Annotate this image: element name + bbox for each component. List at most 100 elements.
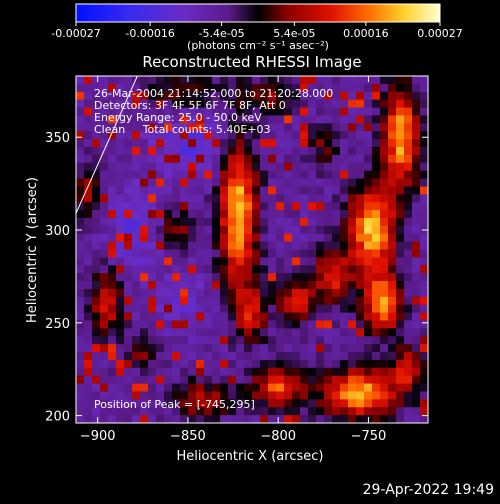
- heatmap-cell: [220, 407, 229, 416]
- heatmap-cell: [420, 146, 428, 156]
- heatmap-cell: [116, 304, 125, 314]
- heatmap-cell: [284, 383, 293, 393]
- heatmap-cell: [404, 352, 413, 361]
- heatmap-cell: [260, 241, 269, 251]
- heatmap-cell: [100, 273, 109, 282]
- heatmap-cell: [332, 359, 341, 369]
- heatmap-cell: [92, 249, 101, 258]
- heatmap-cell: [244, 217, 253, 227]
- heatmap-cell: [292, 399, 301, 408]
- heatmap-cell: [292, 407, 301, 416]
- heatmap-cell: [356, 115, 365, 124]
- heatmap-cell: [132, 281, 141, 290]
- heatmap-cell: [180, 312, 189, 322]
- heatmap-cell: [324, 115, 333, 124]
- heatmap-cell: [188, 375, 197, 385]
- heatmap-cell: [396, 304, 405, 314]
- heatmap-cell: [260, 139, 269, 148]
- heatmap-cell: [140, 249, 149, 258]
- heatmap-cell: [108, 407, 117, 416]
- heatmap-cell: [92, 415, 101, 423]
- heatmap-cell: [420, 391, 428, 400]
- heatmap-cell: [268, 178, 277, 188]
- heatmap-cell: [420, 352, 428, 361]
- heatmap-cell: [156, 383, 165, 393]
- heatmap-cell: [284, 257, 293, 266]
- heatmap-cell: [220, 217, 229, 227]
- heatmap-cell: [124, 225, 133, 235]
- heatmap-cell: [156, 407, 165, 416]
- heatmap-cell: [308, 83, 317, 93]
- heatmap-cell: [356, 415, 365, 423]
- heatmap-cell: [124, 154, 133, 164]
- heatmap-cell: [220, 249, 229, 258]
- heatmap-cell: [84, 91, 93, 101]
- heatmap-cell: [308, 154, 317, 164]
- heatmap-cell: [108, 249, 117, 258]
- heatmap-cell: [212, 194, 221, 203]
- heatmap-cell: [76, 249, 85, 258]
- heatmap-cell: [396, 115, 405, 124]
- heatmap-cell: [364, 178, 373, 188]
- heatmap-cell: [284, 288, 293, 298]
- heatmap-cell: [308, 399, 317, 408]
- heatmap-cell: [300, 288, 309, 298]
- heatmap-cell: [172, 257, 181, 266]
- heatmap-cell: [324, 76, 333, 85]
- heatmap-cell: [92, 194, 101, 203]
- heatmap-cell: [260, 131, 269, 140]
- heatmap-cell: [244, 352, 253, 361]
- heatmap-cell: [356, 131, 365, 140]
- heatmap-cell: [316, 186, 325, 195]
- heatmap-cell: [100, 233, 109, 243]
- heatmap-cell: [316, 249, 325, 258]
- heatmap-cell: [348, 162, 357, 172]
- heatmap-cell: [300, 178, 309, 188]
- heatmap-cell: [204, 233, 213, 243]
- heatmap-cell: [116, 217, 125, 227]
- heatmap-cell: [276, 249, 285, 258]
- heatmap-cell: [188, 367, 197, 377]
- heatmap-cell: [140, 359, 149, 369]
- heatmap-cell: [164, 352, 173, 361]
- heatmap-cell: [76, 265, 85, 274]
- heatmap-cell: [76, 139, 85, 148]
- heatmap-cell: [356, 99, 365, 109]
- heatmap-cell: [292, 139, 301, 148]
- heatmap-cell: [268, 415, 277, 423]
- heatmap-cell: [156, 178, 165, 188]
- heatmap-cell: [276, 257, 285, 266]
- heatmap-cell: [340, 186, 349, 195]
- heatmap-cell: [356, 265, 365, 274]
- heatmap-cell: [84, 312, 93, 322]
- heatmap-cell: [380, 139, 389, 148]
- heatmap-cell: [404, 415, 413, 423]
- heatmap-cell: [340, 170, 349, 180]
- heatmap-cell: [148, 296, 157, 306]
- heatmap-cell: [332, 336, 341, 345]
- heatmap-cell: [84, 399, 93, 408]
- heatmap-cell: [332, 139, 341, 148]
- heatmap-cell: [188, 139, 197, 148]
- heatmap-cell: [164, 273, 173, 282]
- heatmap-cell: [356, 83, 365, 93]
- heatmap-cell: [236, 367, 245, 377]
- heatmap-cell: [420, 154, 428, 164]
- heatmap-cell: [364, 233, 373, 243]
- heatmap-cell: [292, 257, 301, 266]
- heatmap-cell: [308, 281, 317, 290]
- heatmap-cell: [412, 296, 421, 306]
- heatmap-cell: [172, 146, 181, 156]
- heatmap-cell: [196, 320, 205, 329]
- heatmap-cell: [380, 320, 389, 329]
- heatmap-cell: [100, 352, 109, 361]
- heatmap-cell: [292, 296, 301, 306]
- heatmap-cell: [420, 312, 428, 322]
- heatmap-cell: [340, 131, 349, 140]
- heatmap-cell: [252, 399, 261, 408]
- heatmap-cell: [308, 146, 317, 156]
- heatmap-cell: [252, 107, 261, 117]
- heatmap-cell: [332, 194, 341, 203]
- heatmap-cell: [404, 115, 413, 124]
- heatmap-cell: [276, 415, 285, 423]
